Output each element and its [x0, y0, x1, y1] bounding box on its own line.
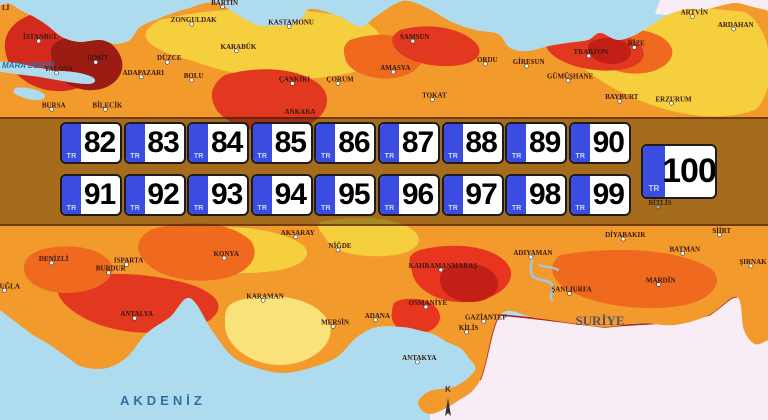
svg-text:KİLİS: KİLİS — [459, 324, 479, 332]
svg-text:GÜMÜŞHANE: GÜMÜŞHANE — [547, 73, 594, 81]
svg-text:ANTAKYA: ANTAKYA — [402, 354, 436, 362]
svg-text:MERSİN: MERSİN — [321, 318, 349, 326]
svg-text:RİZE: RİZE — [628, 40, 645, 48]
svg-text:ANKARA: ANKARA — [285, 108, 316, 116]
svg-text:DİYABAKIR: DİYABAKIR — [605, 231, 646, 239]
svg-text:BİLECİK: BİLECİK — [92, 101, 123, 109]
svg-text:AKDENİZ: AKDENİZ — [120, 393, 206, 408]
svg-text:BOLU: BOLU — [184, 72, 204, 80]
svg-text:KARABÜK: KARABÜK — [221, 43, 257, 51]
svg-text:BURSA: BURSA — [42, 101, 66, 109]
svg-text:ŞIRNAK: ŞIRNAK — [739, 258, 767, 266]
svg-text:ADIYAMAN: ADIYAMAN — [513, 249, 552, 257]
svg-text:KAHRAMANMARAŞ: KAHRAMANMARAŞ — [409, 262, 478, 270]
svg-text:BURDUR: BURDUR — [96, 265, 127, 273]
svg-text:GİRESUN: GİRESUN — [513, 58, 545, 66]
svg-text:KASTAMONU: KASTAMONU — [268, 18, 314, 26]
svg-text:SİİRT: SİİRT — [712, 227, 731, 235]
svg-text:ADAPAZARI: ADAPAZARI — [122, 69, 164, 77]
svg-text:ÇORUM: ÇORUM — [326, 75, 354, 83]
svg-text:ISPARTA: ISPARTA — [114, 257, 143, 265]
svg-text:ADANA: ADANA — [365, 312, 390, 320]
svg-text:K: K — [445, 385, 451, 394]
svg-text:ARDAHAN: ARDAHAN — [718, 21, 754, 29]
svg-text:YALOVA: YALOVA — [44, 65, 73, 73]
svg-text:ZONGULDAK: ZONGULDAK — [171, 16, 217, 24]
svg-text:BATMAN: BATMAN — [670, 245, 701, 253]
svg-text:ANTALYA: ANTALYA — [120, 310, 153, 318]
svg-text:İSTANBUL: İSTANBUL — [23, 33, 59, 41]
svg-text:BAYBURT: BAYBURT — [605, 93, 639, 101]
svg-text:Lİ: Lİ — [2, 4, 10, 12]
svg-text:ORDU: ORDU — [477, 56, 498, 64]
svg-text:AMASYA: AMASYA — [380, 64, 410, 72]
svg-text:ARTVİN: ARTVİN — [681, 9, 708, 17]
svg-text:ŞANLIURFA: ŞANLIURFA — [551, 285, 591, 293]
svg-text:ÇANKIRI: ÇANKIRI — [279, 75, 310, 83]
svg-text:OSMANİYE: OSMANİYE — [409, 299, 448, 307]
svg-text:SAMSUN: SAMSUN — [400, 33, 430, 41]
svg-text:NİĞDE: NİĞDE — [329, 242, 352, 250]
svg-text:DENİZLİ: DENİZLİ — [39, 255, 69, 263]
svg-text:TRABZON: TRABZON — [573, 48, 608, 56]
svg-text:TOKAT: TOKAT — [422, 92, 447, 100]
svg-text:SURİYE: SURİYE — [575, 313, 624, 328]
svg-text:ERZURUM: ERZURUM — [656, 95, 693, 103]
svg-text:MARDİN: MARDİN — [646, 276, 676, 284]
svg-text:KONYA: KONYA — [213, 250, 238, 258]
svg-text:BARTIN: BARTIN — [211, 0, 238, 7]
svg-text:KARAMAN: KARAMAN — [246, 292, 283, 300]
svg-text:GAZİANTEP: GAZİANTEP — [465, 313, 507, 321]
svg-text:İZMİT: İZMİT — [87, 54, 109, 62]
svg-text:DÜZCE: DÜZCE — [157, 54, 182, 62]
svg-text:AKSARAY: AKSARAY — [281, 229, 315, 237]
